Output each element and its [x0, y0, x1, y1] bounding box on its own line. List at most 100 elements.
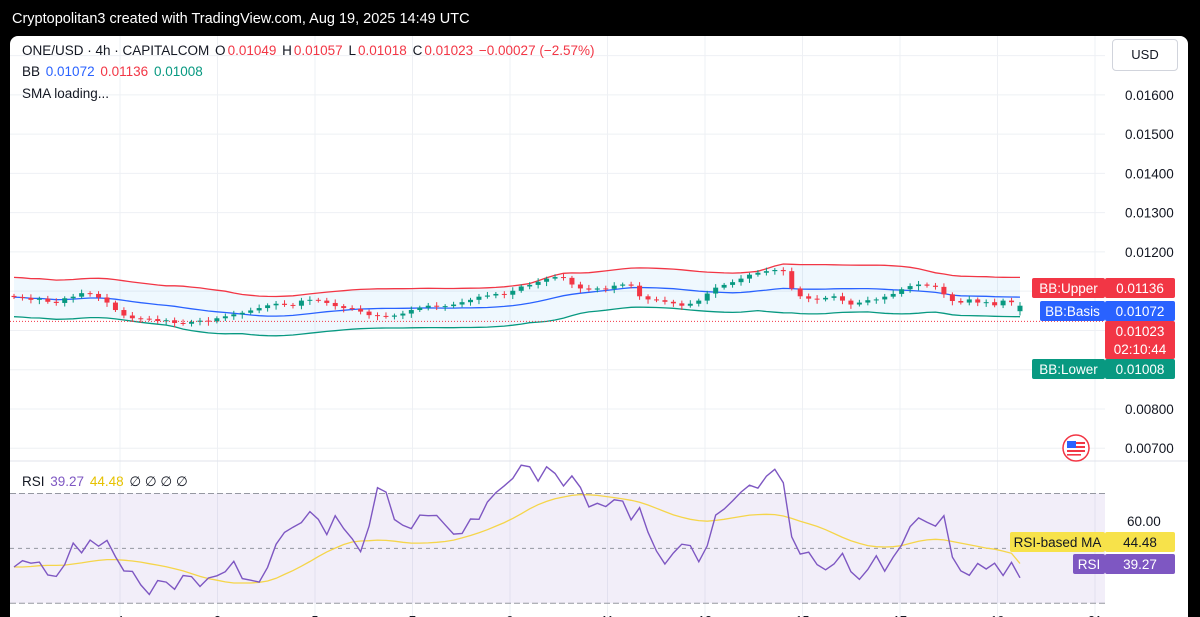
- candle[interactable]: [628, 284, 634, 286]
- candle[interactable]: [104, 297, 110, 303]
- candle[interactable]: [831, 296, 837, 298]
- candle[interactable]: [358, 308, 364, 312]
- candle[interactable]: [510, 290, 516, 295]
- candle[interactable]: [79, 293, 85, 297]
- candle[interactable]: [797, 288, 803, 297]
- candle[interactable]: [865, 300, 871, 303]
- candle[interactable]: [932, 285, 938, 287]
- candle[interactable]: [535, 281, 541, 285]
- candle[interactable]: [146, 318, 152, 320]
- candle[interactable]: [645, 296, 651, 300]
- candle[interactable]: [873, 299, 879, 301]
- candle[interactable]: [222, 316, 228, 319]
- rsi-value-tag-box[interactable]: [1105, 554, 1175, 574]
- candle[interactable]: [569, 277, 575, 285]
- candle[interactable]: [239, 312, 245, 315]
- candle[interactable]: [620, 284, 626, 286]
- candle[interactable]: [1017, 305, 1023, 312]
- rsi-tag-box[interactable]: [1073, 554, 1105, 574]
- bb-legend[interactable]: BB 0.01072 0.01136 0.01008: [22, 64, 205, 79]
- candle[interactable]: [366, 311, 372, 316]
- candle[interactable]: [544, 278, 550, 282]
- candle[interactable]: [958, 301, 964, 303]
- candle[interactable]: [62, 298, 68, 303]
- candle[interactable]: [248, 310, 254, 313]
- candle[interactable]: [417, 307, 423, 311]
- symbol-label[interactable]: ONE/USD · 4h · CAPITALCOM: [22, 43, 210, 58]
- candle[interactable]: [451, 304, 457, 307]
- bb-upper-line[interactable]: [13, 263, 1020, 298]
- candle[interactable]: [501, 293, 507, 295]
- candle[interactable]: [112, 302, 118, 311]
- candle[interactable]: [468, 299, 474, 303]
- candle[interactable]: [1000, 300, 1006, 306]
- candle[interactable]: [941, 286, 947, 295]
- candle[interactable]: [391, 315, 397, 317]
- candle[interactable]: [730, 282, 736, 285]
- candle[interactable]: [383, 315, 389, 317]
- candle[interactable]: [459, 302, 465, 305]
- candle[interactable]: [721, 284, 727, 288]
- candle[interactable]: [408, 310, 414, 314]
- candle[interactable]: [121, 310, 127, 316]
- candle[interactable]: [966, 299, 972, 303]
- candle[interactable]: [11, 295, 17, 298]
- candle[interactable]: [45, 298, 51, 302]
- candle[interactable]: [890, 293, 896, 297]
- candle[interactable]: [679, 303, 685, 306]
- candle[interactable]: [882, 296, 888, 300]
- rsi-legend[interactable]: RSI 39.27 44.48 ∅ ∅ ∅ ∅: [22, 474, 190, 490]
- candle[interactable]: [315, 299, 321, 301]
- candle[interactable]: [265, 305, 271, 309]
- chart-panel[interactable]: 0.01600 0.01500 0.01400 0.01300 0.01200 0.008…: [10, 36, 1188, 617]
- rsi-ma-value-tag-box[interactable]: [1105, 532, 1175, 552]
- bb-upper-value-tag-box[interactable]: [1105, 278, 1175, 298]
- candle[interactable]: [916, 284, 922, 287]
- candle[interactable]: [611, 285, 617, 289]
- candle[interactable]: [290, 304, 296, 306]
- candle[interactable]: [189, 321, 195, 324]
- us-flag-icon[interactable]: [1062, 434, 1090, 462]
- candle[interactable]: [839, 296, 845, 301]
- candle[interactable]: [155, 319, 161, 322]
- candle[interactable]: [138, 318, 144, 320]
- candle[interactable]: [662, 300, 668, 302]
- candle[interactable]: [696, 300, 702, 304]
- candle[interactable]: [746, 274, 752, 279]
- candle[interactable]: [687, 303, 693, 306]
- sma-legend[interactable]: SMA loading...: [22, 86, 111, 101]
- candle[interactable]: [96, 293, 102, 298]
- candle[interactable]: [603, 288, 609, 290]
- candle[interactable]: [552, 277, 558, 279]
- candle[interactable]: [637, 285, 643, 297]
- candle[interactable]: [28, 297, 34, 300]
- candle[interactable]: [70, 296, 76, 299]
- candle[interactable]: [425, 305, 431, 308]
- candle[interactable]: [848, 300, 854, 305]
- candle[interactable]: [738, 278, 744, 283]
- candle[interactable]: [172, 320, 178, 323]
- candle[interactable]: [907, 286, 913, 290]
- bb-lower-line[interactable]: [13, 306, 1021, 337]
- candle[interactable]: [476, 296, 482, 300]
- candle[interactable]: [992, 302, 998, 306]
- candle[interactable]: [298, 300, 304, 306]
- candle[interactable]: [434, 305, 440, 307]
- candle[interactable]: [324, 300, 330, 303]
- candle[interactable]: [493, 293, 499, 296]
- candle[interactable]: [400, 313, 406, 316]
- candle[interactable]: [1009, 300, 1015, 303]
- candle[interactable]: [577, 284, 583, 289]
- candle[interactable]: [163, 320, 169, 322]
- candle[interactable]: [560, 277, 566, 279]
- bb-lower-value-tag-box[interactable]: [1105, 359, 1175, 379]
- candle[interactable]: [975, 299, 981, 303]
- candle[interactable]: [341, 306, 347, 309]
- candle[interactable]: [814, 298, 820, 300]
- candle[interactable]: [53, 301, 59, 303]
- candle[interactable]: [772, 269, 778, 272]
- candle[interactable]: [924, 284, 930, 286]
- candle[interactable]: [780, 269, 786, 272]
- candle[interactable]: [442, 306, 448, 308]
- candle[interactable]: [586, 288, 592, 290]
